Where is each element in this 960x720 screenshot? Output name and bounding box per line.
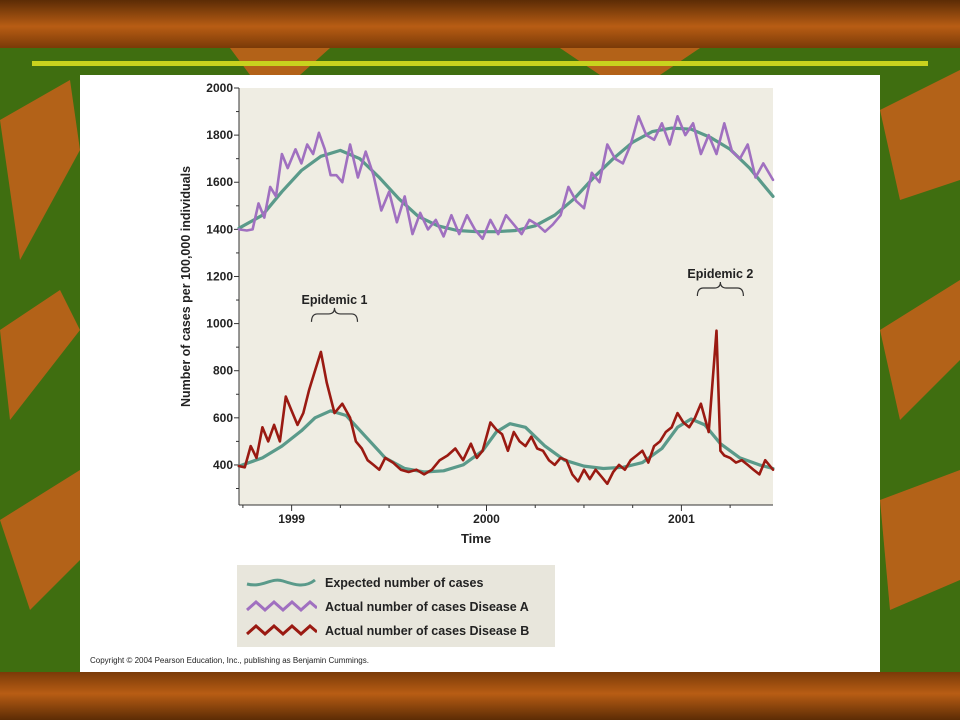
y-tick-label: 400 (213, 458, 233, 472)
x-tick-label: 2001 (668, 512, 695, 526)
actual-line-disease-b (237, 329, 775, 486)
y-axis-label: Number of cases per 100,000 individuals (179, 166, 193, 407)
y-tick-label: 800 (213, 364, 233, 378)
legend-label-disease-a: Actual number of cases Disease A (325, 600, 529, 614)
chart-legend: Expected number of cases Actual number o… (237, 565, 555, 647)
annotation-brace (696, 281, 744, 297)
legend-item-disease-b: Actual number of cases Disease B (245, 621, 551, 641)
annotation-label: Epidemic 2 (687, 267, 753, 281)
y-tick-label: 1200 (206, 269, 233, 283)
bottom-decorative-band (0, 672, 960, 720)
legend-item-disease-a: Actual number of cases Disease A (245, 597, 551, 617)
legend-item-expected: Expected number of cases (245, 573, 551, 593)
x-tick-label: 1999 (278, 512, 305, 526)
legend-label-expected: Expected number of cases (325, 576, 484, 590)
expected-line-b (237, 409, 775, 474)
x-axis-label: Time (461, 531, 491, 546)
title-rule (32, 61, 928, 66)
legend-swatch-disease-b (246, 623, 317, 637)
y-tick-label: 1800 (206, 128, 233, 142)
copyright-notice: Copyright © 2004 Pearson Education, Inc.… (90, 656, 369, 665)
y-tick-label: 1600 (206, 175, 233, 189)
top-decorative-band (0, 0, 960, 48)
legend-swatch-expected (246, 578, 316, 587)
annotation-label: Epidemic 1 (301, 293, 367, 307)
legend-swatch-disease-a (246, 599, 317, 613)
x-tick-label: 2000 (473, 512, 500, 526)
legend-label-disease-b: Actual number of cases Disease B (325, 624, 530, 638)
y-tick-label: 1000 (206, 317, 233, 331)
y-tick-label: 1400 (206, 222, 233, 236)
y-tick-label: 2000 (206, 81, 233, 95)
y-tick-label: 600 (213, 411, 233, 425)
plot-background (239, 88, 773, 505)
actual-line-disease-a (237, 115, 775, 241)
